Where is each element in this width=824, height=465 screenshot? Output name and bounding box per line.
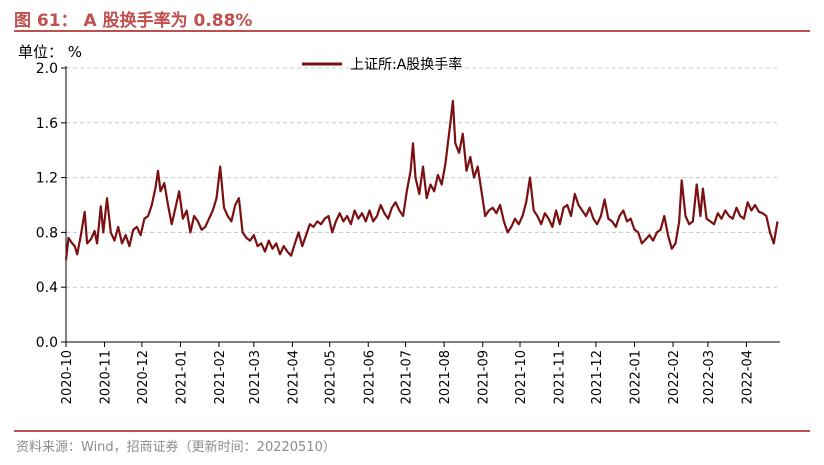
y-tick-label: 0.0 [36, 335, 58, 351]
x-tick-label: 2022-01 [628, 350, 643, 404]
y-tick-label: 1.2 [36, 171, 58, 187]
legend-label: 上证所:A股换手率 [350, 56, 462, 73]
x-tick-label: 2020-12 [136, 350, 151, 404]
grid-lines [66, 67, 780, 288]
x-tick-label: 2022-03 [702, 350, 717, 404]
y-tick-label: 0.4 [36, 280, 58, 296]
x-tick-label: 2021-05 [324, 350, 339, 404]
y-tick-label: 0.8 [36, 225, 58, 241]
x-axis: 2020-10 2020-11 2020-12 2021-01 2021-02 2021-… [60, 341, 780, 404]
title-rule [14, 30, 810, 32]
x-tick-label: 2021-03 [248, 350, 263, 404]
source-rule [14, 430, 810, 432]
x-tick-label: 2020-11 [99, 350, 114, 404]
legend: 上证所:A股换手率 [302, 56, 462, 73]
x-tick-label: 2020-10 [60, 350, 75, 404]
x-tick-label: 2022-04 [740, 350, 755, 404]
x-tick-label: 2022-02 [667, 350, 682, 404]
x-tick-label: 2021-04 [286, 350, 301, 404]
x-tick-label: 2021-06 [362, 350, 377, 404]
x-tick-label: 2021-01 [174, 350, 189, 404]
y-axis: 0.0 0.4 0.8 1.2 1.6 2.0 [36, 61, 67, 351]
unit-label: 单位： % [18, 43, 82, 61]
x-tick-label: 2021-02 [213, 350, 228, 404]
x-tick-label: 2021-12 [590, 350, 605, 404]
x-tick-label: 2021-09 [477, 350, 492, 404]
x-tick-label: 2021-07 [400, 350, 415, 404]
series-layer [64, 99, 779, 260]
y-tick-label: 2.0 [36, 61, 58, 77]
x-tick-label: 2021-11 [553, 350, 568, 404]
source-note: 资料来源：Wind，招商证券（更新时间：20220510） [16, 440, 336, 455]
y-tick-label: 1.6 [36, 116, 58, 132]
figure-title: 图 61： A 股换手率为 0.88% [14, 11, 253, 31]
series-line [64, 99, 779, 260]
x-tick-label: 2021-08 [438, 350, 453, 404]
x-tick-label: 2021-10 [514, 350, 529, 404]
